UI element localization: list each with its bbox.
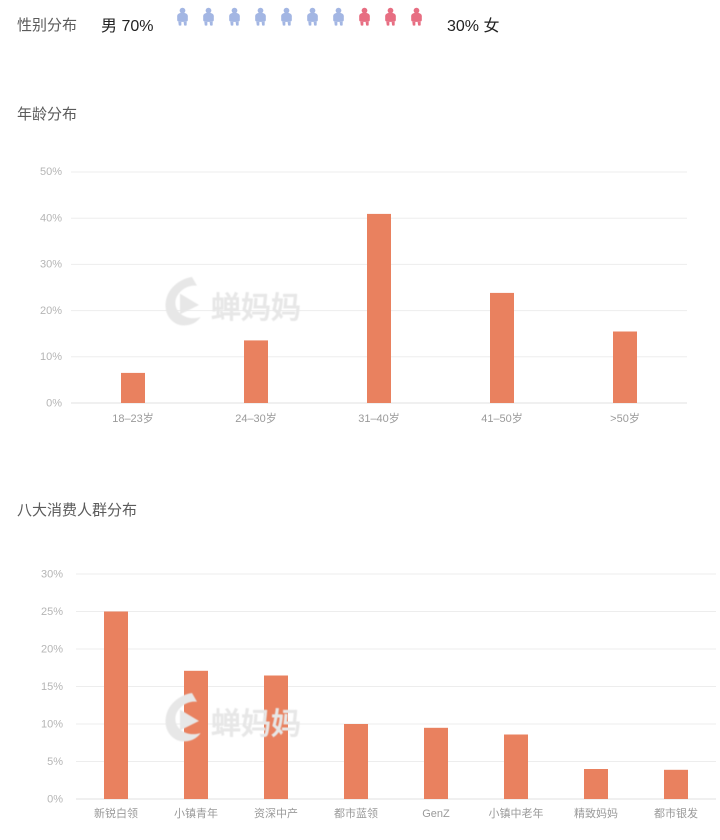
svg-text:0%: 0%: [46, 397, 62, 409]
svg-text:资深中产: 资深中产: [254, 806, 298, 820]
svg-text:精致妈妈: 精致妈妈: [574, 806, 618, 820]
svg-text:30%: 30%: [41, 569, 63, 581]
svg-text:18–23岁: 18–23岁: [112, 411, 154, 425]
svg-text:>50岁: >50岁: [610, 411, 640, 425]
svg-text:40%: 40%: [40, 213, 62, 225]
svg-text:0%: 0%: [47, 794, 63, 806]
svg-text:31–40岁: 31–40岁: [358, 411, 400, 425]
svg-text:41–50岁: 41–50岁: [481, 411, 523, 425]
svg-text:GenZ: GenZ: [422, 808, 450, 820]
svg-text:20%: 20%: [40, 305, 62, 317]
svg-text:都市蓝领: 都市蓝领: [334, 806, 378, 820]
svg-text:50%: 50%: [40, 166, 62, 178]
svg-text:蝉妈妈: 蝉妈妈: [211, 292, 301, 325]
svg-text:新锐白领: 新锐白领: [94, 806, 138, 820]
svg-text:10%: 10%: [41, 719, 63, 731]
svg-text:蝉妈妈: 蝉妈妈: [211, 708, 301, 741]
svg-text:小镇中老年: 小镇中老年: [489, 806, 544, 820]
svg-text:20%: 20%: [41, 644, 63, 656]
svg-text:24–30岁: 24–30岁: [235, 411, 277, 425]
svg-text:10%: 10%: [40, 351, 62, 363]
svg-text:25%: 25%: [41, 606, 63, 618]
svg-text:15%: 15%: [41, 681, 63, 693]
svg-text:30%: 30%: [40, 259, 62, 271]
svg-text:都市银发: 都市银发: [654, 806, 698, 820]
svg-text:小镇青年: 小镇青年: [174, 806, 218, 820]
svg-text:5%: 5%: [47, 756, 63, 768]
